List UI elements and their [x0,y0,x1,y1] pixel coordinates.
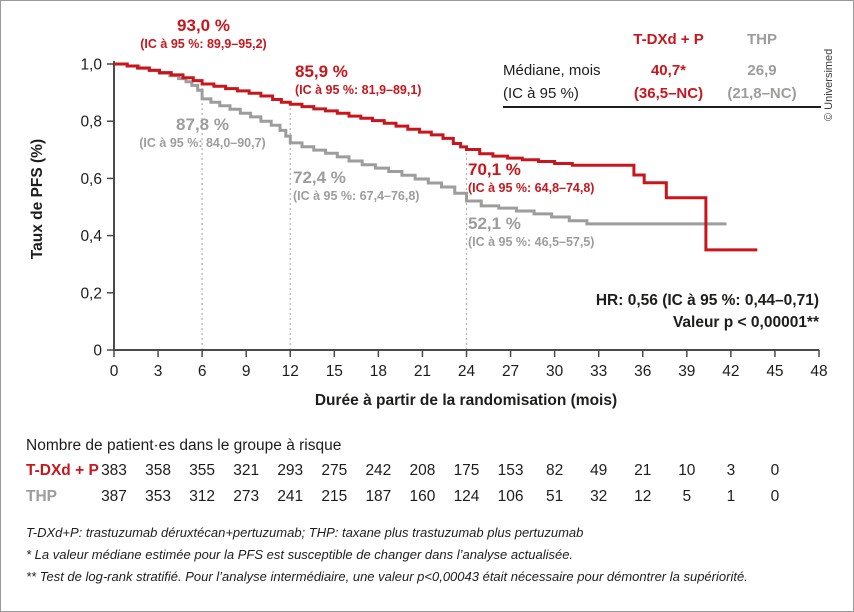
annotation-thp-12mo: 72,4 % (IC à 95 %: 67,4–76,8) [293,167,419,204]
at-risk-value: 106 [497,488,524,505]
x-tick-label: 48 [810,363,827,380]
at-risk-value: 293 [277,462,304,479]
at-risk-value: 383 [101,462,127,479]
annotation-ci: (IC à 95 %: 84,0–90,7) [139,136,266,150]
x-tick-label: 42 [722,363,739,380]
annotation-value: 70,1 % [468,160,521,179]
at-risk-label-tdxd: T-DXd + P [26,462,99,479]
at-risk-value: 1 [726,488,736,505]
x-tick-label: 36 [634,363,651,380]
at-risk-label-thp: THP [26,488,57,505]
x-tick-label: 24 [458,363,476,380]
annotation-ci: (IC à 95 %: 81,9–89,1) [295,83,422,97]
at-risk-value: 273 [233,488,260,505]
y-tick-label: 0,4 [80,228,102,245]
at-risk-value: 51 [546,488,564,505]
at-risk-value: 353 [145,488,171,505]
at-risk-header: Nombre de patient·es dans le groupe à ri… [26,437,342,454]
footnote-logrank: ** Test de log-rank stratifié. Pour l’an… [26,569,748,584]
median-row-label: Médiane, mois [503,62,601,79]
hr-pvalue-block: HR: 0,56 (IC à 95 %: 0,44–0,71) Valeur p… [596,290,819,334]
at-risk-value: 312 [189,488,216,505]
median-col-header-tdxd: T-DXd + P [633,31,704,48]
at-risk-value: 242 [365,462,392,479]
y-tick-label: 1,0 [80,57,102,74]
annotation-ci: (IC à 95 %: 46,5–57,5) [468,235,595,249]
y-tick-label: 0,6 [80,171,102,188]
x-tick-label: 12 [282,363,299,380]
at-risk-value: 387 [101,488,127,505]
x-tick-label: 3 [154,363,163,380]
annotation-value: 72,4 % [293,168,346,187]
at-risk-value: 275 [321,462,348,479]
p-value-text: Valeur p < 0,00001** [672,314,819,331]
median-ci-thp: (21,8–NC) [727,85,797,102]
annotation-thp-24mo: 52,1 % (IC à 95 %: 46,5–57,5) [468,213,594,250]
at-risk-value: 153 [497,462,524,479]
x-tick-label: 15 [326,363,343,380]
y-tick-label: 0 [93,343,102,360]
at-risk-value: 0 [770,462,780,479]
annotation-value: 52,1 % [468,214,521,233]
x-tick-label: 30 [546,363,564,380]
at-risk-value: 355 [189,462,216,479]
at-risk-value: 208 [409,462,436,479]
footnote-abbreviations: T-DXd+P: trastuzumab déruxtécan+pertuzum… [26,525,584,540]
median-row-label-ci: (IC à 95 %) [503,85,579,102]
annotation-tdxd-12mo: 85,9 % (IC à 95 %: 81,9–89,1) [295,61,421,98]
y-tick-label: 0,8 [80,114,102,131]
km-curve-thp [114,62,727,226]
at-risk-value: 49 [590,462,608,479]
at-risk-value: 0 [770,488,780,505]
x-tick-label: 27 [502,363,519,380]
at-risk-value: 215 [321,488,348,505]
at-risk-value: 5 [682,488,692,505]
y-tick-label: 0,2 [80,285,102,302]
at-risk-value: 321 [233,462,260,479]
annotation-ci: (IC à 95 %: 89,9–95,2) [140,37,267,51]
pfs-plot: 1,00,80,60,40,200 3 6 9 12 15 18 21 24 27 30 33 36 39… [80,57,827,381]
x-tick-label: 18 [370,363,387,380]
x-tick-label: 33 [590,363,607,380]
at-risk-value: 3 [726,462,736,479]
annotation-ci: (IC à 95 %: 64,8–74,8) [468,181,595,195]
hazard-ratio-text: HR: 0,56 (IC à 95 %: 0,44–0,71) [595,292,819,309]
annotation-value: 87,8 % [176,115,229,134]
at-risk-value: 32 [590,488,608,505]
at-risk-value: 12 [634,488,652,505]
annotation-ci: (IC à 95 %: 67,4–76,8) [293,189,420,203]
copyright-watermark: © Universimed [823,48,835,121]
footnote-median-estimate: * La valeur médiane estimée pour la PFS … [26,547,574,562]
x-tick-label: 45 [766,363,783,380]
annotation-thp-6mo: 87,8 % (IC à 95 %: 84,0–90,7) [130,114,275,151]
y-axis-title: Taux de PFS (%) [29,138,46,260]
annotation-tdxd-24mo: 70,1 % (IC à 95 %: 64,8–74,8) [468,159,594,196]
annotation-tdxd-6mo: 93,0 % (IC à 95 %: 89,9–95,2) [131,15,276,52]
x-axis-title: Durée à partir de la randomisation (mois… [314,392,618,409]
median-value-thp: 26,9 [747,62,777,79]
at-risk-value: 160 [409,488,436,505]
at-risk-value: 187 [365,488,392,505]
at-risk-value: 21 [634,462,652,479]
median-ci-tdxd: (36,5–NC) [633,85,704,102]
x-tick-label: 0 [110,363,119,380]
annotation-value: 85,9 % [295,62,348,81]
x-tick-label: 6 [198,363,207,380]
km-curve-t-dxd-p [114,62,758,252]
median-value-tdxd: 40,7* [650,62,687,79]
x-tick-label: 9 [242,363,251,380]
median-table-underline [503,106,821,108]
at-risk-value: 82 [546,462,564,479]
at-risk-value: 175 [453,462,480,479]
median-col-header-thp: THP [747,31,777,48]
x-tick-label: 21 [414,363,431,380]
at-risk-value: 241 [277,488,304,505]
x-tick-label: 39 [678,363,695,380]
annotation-value: 93,0 % [177,16,230,35]
at-risk-value: 124 [453,488,480,505]
at-risk-value: 358 [145,462,171,479]
at-risk-value: 10 [678,462,696,479]
